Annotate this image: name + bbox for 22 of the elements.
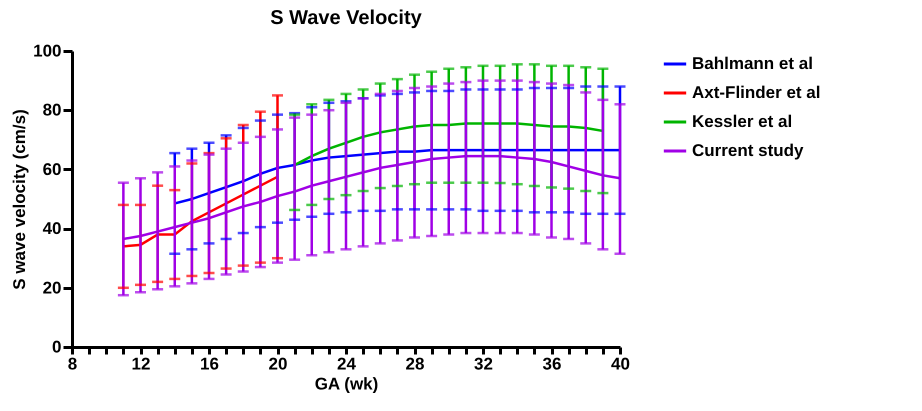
x-tick-label: 32: [474, 354, 493, 374]
y-tick-label: 100: [33, 42, 62, 60]
x-tick-label: 12: [132, 354, 150, 374]
x-tick-label: 24: [337, 354, 356, 374]
y-tick-label: 20: [42, 278, 62, 298]
x-tick-label: 36: [542, 354, 562, 374]
chart-title: S Wave Velocity: [270, 7, 423, 29]
legend-label: Axt-Flinder et al: [692, 83, 820, 102]
legend-label: Kessler et al: [692, 112, 792, 131]
legend-label: Bahlmann et al: [692, 54, 813, 73]
x-tick-label: 28: [406, 354, 424, 374]
x-axis-title: GA (wk): [314, 374, 378, 394]
legend-label: Current study: [692, 141, 804, 160]
y-tick-label: 80: [42, 100, 62, 120]
y-axis-title: S wave velocity (cm/s): [10, 109, 30, 290]
x-tick-label: 16: [200, 354, 219, 374]
x-tick-label: 8: [68, 354, 78, 374]
x-tick-label: 20: [268, 354, 288, 374]
y-tick-label: 60: [42, 160, 62, 179]
y-tick-label: 40: [42, 219, 62, 238]
x-tick-label: 40: [611, 354, 630, 374]
y-tick-label: 0: [52, 338, 62, 356]
